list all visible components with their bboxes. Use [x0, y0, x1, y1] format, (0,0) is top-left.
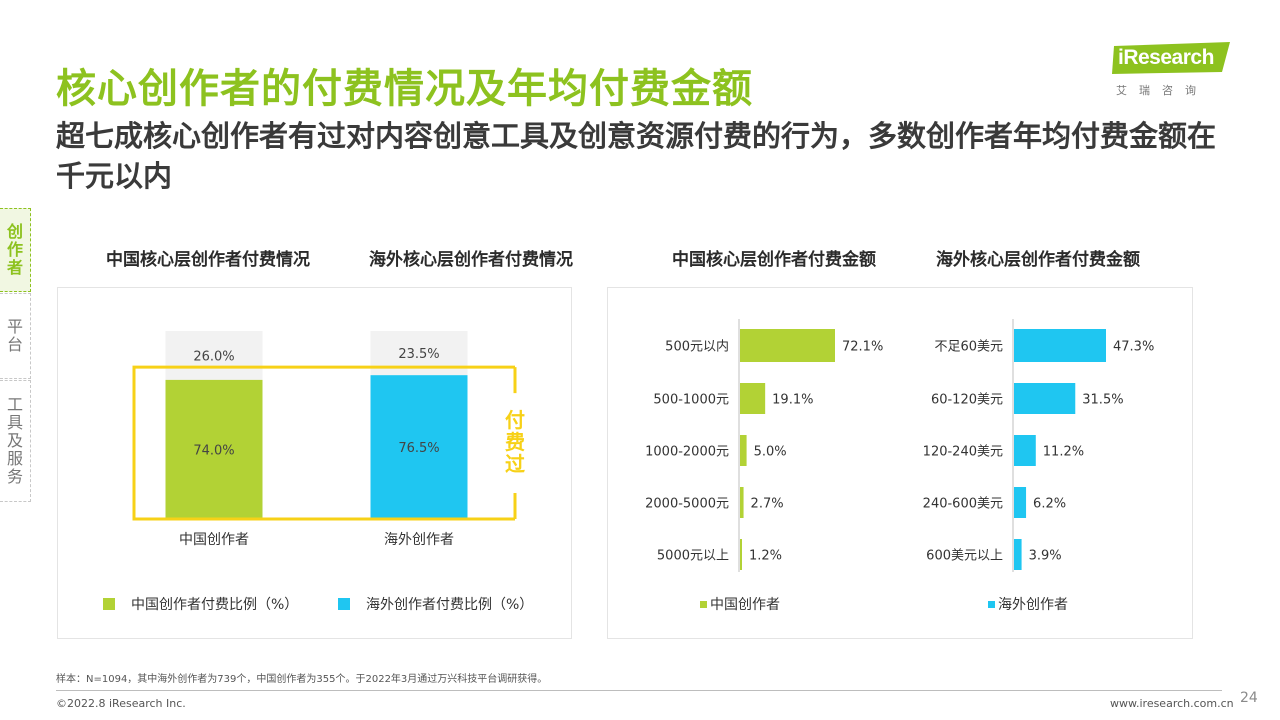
- chart-title-china-payment: 中国核心层创作者付费情况: [106, 250, 310, 270]
- iresearch-logo: iResearch 艾瑞咨询: [1112, 42, 1232, 98]
- amount-value-label: 1.2%: [749, 549, 782, 564]
- amount-category-label: 1000-2000元: [645, 445, 729, 460]
- amount-category-label: 2000-5000元: [645, 497, 729, 512]
- amount-value-label: 5.0%: [754, 445, 787, 460]
- amount-value-label: 2.7%: [751, 497, 784, 512]
- side-tab-platform[interactable]: 平台: [0, 293, 31, 379]
- page-number: 24: [1240, 690, 1258, 706]
- paid-highlight-label: 过: [505, 452, 525, 476]
- legend-label: 海外创作者付费比例（%）: [366, 597, 534, 613]
- amount-bar: [1014, 539, 1022, 570]
- amount-value-label: 31.5%: [1082, 393, 1123, 408]
- amount-category-label: 600美元以上: [926, 549, 1003, 564]
- amount-category-label: 500元以内: [665, 339, 729, 355]
- amount-value-label: 47.3%: [1113, 340, 1154, 355]
- amount-bar: [740, 539, 742, 570]
- payment-status-chart: 26.0% 74.0% 中国创作者 23.5% 76.5% 海外创作者 付费过: [132, 331, 525, 548]
- china-amount-chart: 500元以内 72.1% 500-1000元 19.1% 1000-2000元 5.0% 2…: [645, 319, 883, 572]
- side-tab-creators[interactable]: 创作者: [0, 208, 31, 292]
- amount-bar: [740, 487, 744, 518]
- side-tab-label: 创作者: [7, 223, 23, 277]
- legend-overseas: 海外创作者付费比例（%）: [338, 594, 533, 614]
- legend-swatch-blue: [988, 600, 995, 608]
- legend-swatch-green: [700, 600, 707, 608]
- footer-divider: [56, 690, 1222, 691]
- sample-note: 样本：N=1094，其中海外创作者为739个，中国创作者为355个。于2022年…: [56, 674, 548, 685]
- category-label: 海外创作者: [384, 532, 454, 548]
- amount-value-label: 3.9%: [1029, 549, 1062, 564]
- paid-highlight-frame: [132, 365, 517, 521]
- side-tab-char: 具: [6, 413, 23, 432]
- unpaid-value-label: 23.5%: [398, 347, 439, 362]
- amount-category-label: 不足60美元: [934, 340, 1003, 355]
- amount-category-label: 120-240美元: [923, 445, 1003, 460]
- legend-label: 海外创作者: [998, 597, 1068, 613]
- page-subtitle: 超七成核心创作者有过对内容创意工具及创意资源付费的行为，多数创作者年均付费金额在…: [56, 119, 1217, 193]
- side-tab-label: 工具及服务: [7, 396, 23, 486]
- side-tab-char: 平: [6, 317, 23, 336]
- amount-value-label: 19.1%: [772, 393, 813, 408]
- side-tab-char: 创: [6, 222, 23, 241]
- amount-value-label: 6.2%: [1033, 497, 1066, 512]
- side-tab-char: 工: [6, 395, 23, 414]
- legend-swatch-green: [103, 598, 115, 610]
- paid-value-label: 76.5%: [398, 441, 439, 456]
- legend-label: 中国创作者付费比例（%）: [131, 597, 299, 613]
- unpaid-value-label: 26.0%: [193, 349, 234, 364]
- legend-label: 中国创作者: [710, 597, 780, 613]
- paid-value-label: 74.0%: [193, 443, 234, 458]
- amount-bar: [1014, 383, 1076, 414]
- amount-value-label: 72.1%: [842, 340, 883, 355]
- amount-category-label: 60-120美元: [931, 393, 1003, 408]
- amount-bar: [740, 435, 747, 466]
- website-link[interactable]: www.iresearch.com.cn: [1110, 697, 1234, 710]
- side-tab-char: 者: [6, 258, 23, 277]
- copyright: ©2022.8 iResearch Inc.: [56, 697, 186, 710]
- side-tab-char: 务: [6, 467, 23, 486]
- chart-title-china-amount: 中国核心层创作者付费金额: [672, 250, 876, 270]
- side-tab-tools-services[interactable]: 工具及服务: [0, 380, 31, 502]
- legend-china-creators: 中国创作者: [700, 594, 780, 614]
- amount-value-label: 11.2%: [1043, 445, 1084, 460]
- amount-bar: [1014, 329, 1106, 362]
- side-tab-label: 平台: [7, 318, 23, 354]
- chart-title-overseas-payment: 海外核心层创作者付费情况: [369, 250, 573, 270]
- overseas-amount-chart: 不足60美元 47.3% 60-120美元 31.5% 120-240美元 11.2% 24…: [923, 319, 1154, 572]
- amount-category-label: 500-1000元: [653, 393, 729, 408]
- amount-bar: [740, 383, 766, 414]
- paid-highlight-label: 费: [505, 430, 525, 454]
- amount-category-label: 240-600美元: [923, 497, 1003, 512]
- amount-bar: [1014, 435, 1036, 466]
- side-tab-char: 及: [6, 431, 23, 450]
- amount-bar: [1014, 487, 1027, 518]
- side-tab-char: 服: [6, 449, 23, 468]
- unpaid-bar: [165, 331, 263, 380]
- side-tab-char: 作: [6, 240, 23, 259]
- legend-overseas-creators: 海外创作者: [988, 594, 1068, 614]
- logo-badge-shape: [1112, 42, 1230, 74]
- paid-highlight-label: 付: [505, 408, 525, 432]
- payment-status-panel: [57, 287, 572, 639]
- logo-subtext: 艾瑞咨询: [1116, 84, 1208, 97]
- amount-bar: [740, 329, 835, 362]
- paid-bar: [165, 379, 263, 519]
- category-label: 中国创作者: [179, 532, 249, 548]
- page-title: 核心创作者的付费情况及年均付费金额: [56, 66, 753, 112]
- logo-text: iResearch: [1118, 46, 1214, 69]
- chart-title-overseas-amount: 海外核心层创作者付费金额: [936, 250, 1140, 270]
- side-tab-char: 台: [6, 335, 23, 354]
- amount-category-label: 5000元以上: [657, 549, 729, 564]
- paid-bar: [370, 375, 468, 519]
- legend-swatch-blue: [338, 598, 350, 610]
- legend-china: 中国创作者付费比例（%）: [103, 594, 298, 614]
